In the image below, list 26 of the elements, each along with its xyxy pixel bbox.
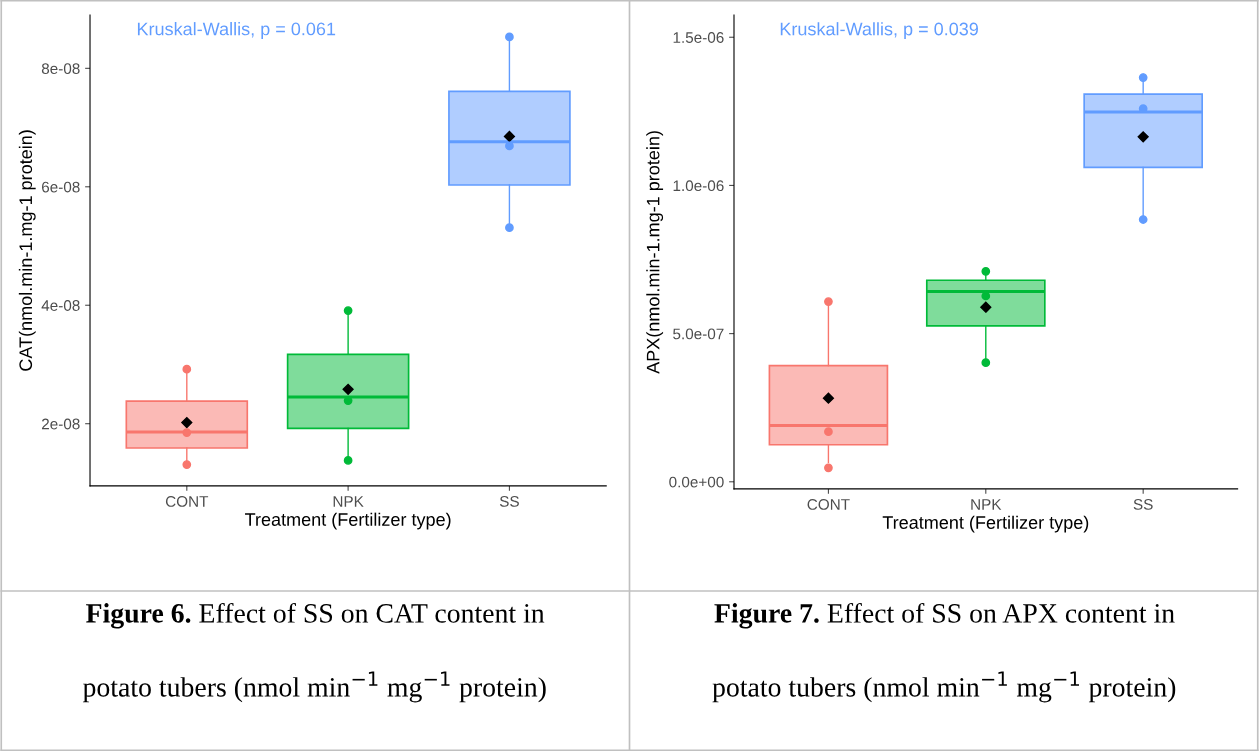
annotation: Kruskal-Wallis, p = 0.039: [780, 22, 978, 39]
x-axis-title: Treatment (Fertilizer type): [245, 512, 451, 530]
y-tick-label: 6e-08: [42, 181, 80, 193]
y-tick-label: 8e-08: [41, 63, 80, 75]
x-tick-label: SS: [1133, 499, 1153, 510]
caption: Figure 7.: [714, 603, 819, 629]
x-axis-title: Treatment (Fertilizer type): [882, 515, 1089, 533]
x-tick-label: NPK: [333, 496, 364, 507]
x-tick-label: CONT: [165, 496, 209, 507]
y-tick-label: 0.0e+00: [669, 476, 724, 488]
y-axis-title: CAT(nmol.min-1.mg-1 protein): [18, 130, 36, 371]
text: Effect of SS on APX content in: [827, 602, 1175, 623]
y-tick-label: 1.0e-06: [673, 180, 724, 192]
x-tick-label: CONT: [807, 499, 850, 510]
x-tick-label: SS: [499, 496, 519, 507]
y-axis-title: APX(nmol.min-1.mg-1 protein): [646, 131, 664, 374]
annotation: Kruskal-Wallis, p = 0.061: [137, 22, 336, 39]
text: Effect of SS on CAT content in: [199, 602, 545, 623]
caption: Figure 6.: [86, 603, 191, 629]
y-tick-label: 5.0e-07: [673, 328, 724, 340]
y-tick-label: 2e-08: [41, 418, 80, 430]
text: potato tubers (nmol min$^{−1}$ mg$^{−1}$ protein): [82, 671, 546, 703]
x-tick-label: NPK: [971, 499, 1002, 510]
y-tick-label: 1.5e-06: [673, 32, 724, 43]
text: potato tubers (nmol min$^{−1}$ mg$^{−1}$ protein): [712, 671, 1176, 703]
y-tick-label: 4e-08: [41, 300, 80, 311]
